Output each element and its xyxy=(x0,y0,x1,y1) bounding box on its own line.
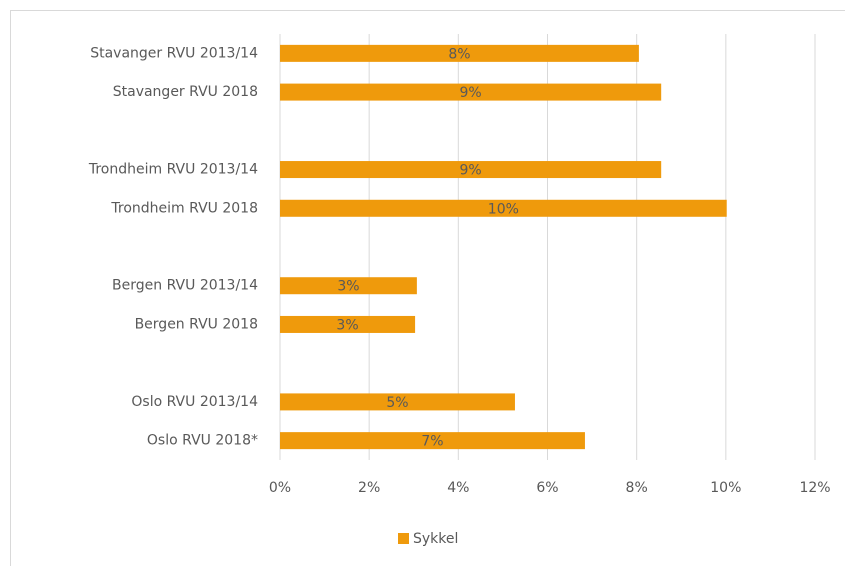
x-tick-label: 4% xyxy=(447,480,469,496)
y-tick-label: Bergen RVU 2018 xyxy=(135,316,258,332)
data-label: 7% xyxy=(421,434,443,450)
x-tick-label: 12% xyxy=(799,480,830,496)
y-tick-label: Oslo RVU 2013/14 xyxy=(131,394,258,410)
bar xyxy=(280,199,727,217)
data-label: 10% xyxy=(488,201,519,217)
y-tick-label: Oslo RVU 2018* xyxy=(147,433,258,449)
data-label: 8% xyxy=(448,46,470,62)
legend-swatch xyxy=(398,533,409,544)
y-tick-label: Stavanger RVU 2018 xyxy=(113,84,258,100)
data-label: 3% xyxy=(336,317,358,333)
bar xyxy=(280,432,585,450)
bar xyxy=(280,161,662,179)
y-tick-label: Bergen RVU 2013/14 xyxy=(112,278,258,294)
data-label: 9% xyxy=(459,163,481,179)
y-tick-label: Trondheim RVU 2013/14 xyxy=(88,162,258,178)
x-tick-label: 6% xyxy=(536,480,558,496)
data-label: 9% xyxy=(459,85,481,101)
x-tick-label: 10% xyxy=(710,480,741,496)
y-tick-label: Stavanger RVU 2013/14 xyxy=(90,45,258,61)
x-tick-label: 8% xyxy=(626,480,648,496)
bar xyxy=(280,393,515,411)
data-label: 5% xyxy=(386,395,408,411)
x-tick-label: 2% xyxy=(358,480,380,496)
x-tick-label: 0% xyxy=(269,480,291,496)
bar xyxy=(280,315,416,333)
bar xyxy=(280,44,639,62)
bar xyxy=(280,277,417,295)
legend-label: Sykkel xyxy=(413,531,458,547)
chart-border xyxy=(10,10,845,566)
y-tick-label: Trondheim RVU 2018 xyxy=(110,200,258,216)
data-label: 3% xyxy=(337,279,359,295)
bar xyxy=(280,83,662,101)
